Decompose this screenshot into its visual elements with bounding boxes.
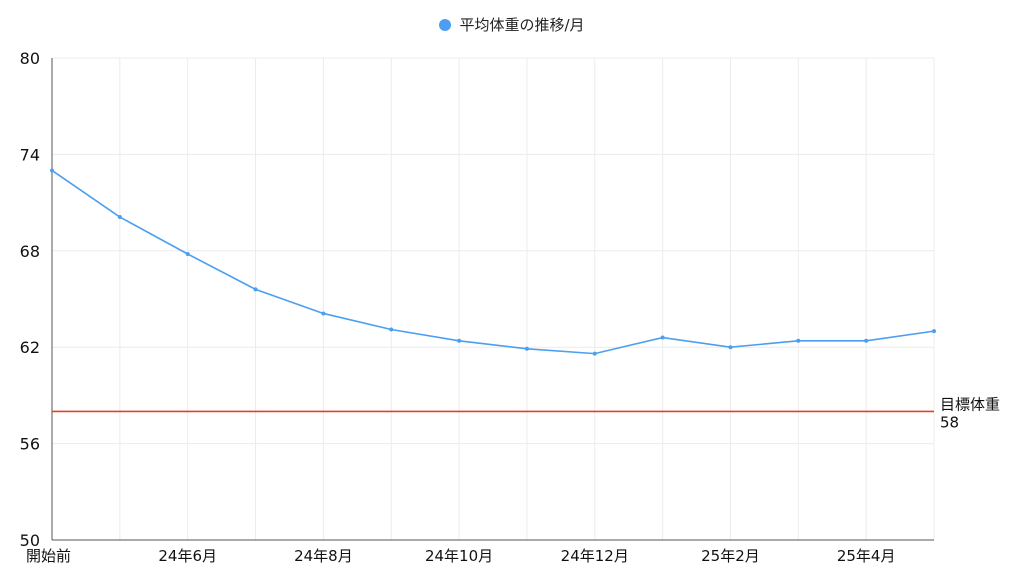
- y-tick-label: 68: [20, 242, 40, 261]
- data-point: [457, 338, 462, 343]
- x-tick-label: 24年6月: [158, 547, 217, 565]
- data-point: [864, 338, 869, 343]
- legend: 平均体重の推移/月: [0, 14, 1024, 35]
- x-tick-label: 開始前: [26, 547, 71, 565]
- data-point: [728, 345, 733, 350]
- data-point: [660, 335, 665, 340]
- x-tick-label: 24年8月: [294, 547, 353, 565]
- y-tick-label: 74: [20, 145, 40, 164]
- target-line-value: 58: [940, 413, 959, 431]
- legend-marker: [439, 18, 452, 31]
- data-point: [592, 351, 597, 356]
- target-line-label: 目標体重: [940, 395, 1000, 413]
- x-tick-label: 25年2月: [701, 547, 760, 565]
- data-point: [932, 329, 936, 334]
- data-point: [321, 311, 326, 316]
- y-tick-label: 62: [20, 338, 40, 357]
- x-tick-label: 25年4月: [837, 547, 896, 565]
- data-point: [50, 168, 54, 173]
- data-point: [796, 338, 801, 343]
- x-tick-label: 24年10月: [425, 547, 493, 565]
- y-tick-label: 80: [20, 49, 40, 68]
- data-point: [389, 327, 394, 332]
- data-point: [524, 346, 529, 351]
- x-tick-label: 24年12月: [561, 547, 629, 565]
- y-tick-label: 50: [20, 531, 40, 550]
- data-point: [117, 215, 122, 220]
- legend-label: 平均体重の推移/月: [459, 16, 585, 34]
- y-tick-label: 56: [20, 435, 40, 454]
- series-line: [51, 169, 935, 355]
- data-point: [185, 252, 190, 257]
- data-point: [253, 287, 258, 292]
